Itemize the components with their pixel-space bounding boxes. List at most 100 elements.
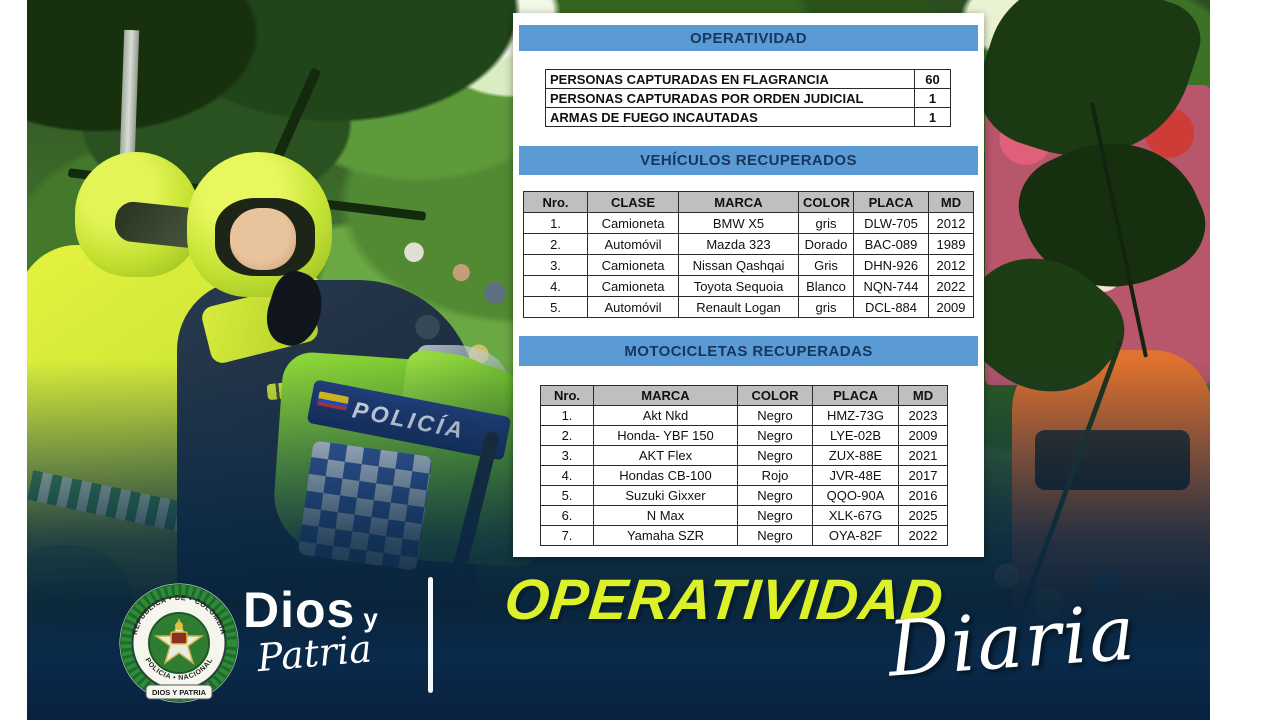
table-row: ARMAS DE FUEGO INCAUTADAS 1 (545, 107, 951, 127)
motto-block: Dios y Patria (243, 581, 378, 680)
cell: AKT Flex (593, 445, 738, 466)
motocicletas-table: Nro. MARCA COLOR PLACA MD 1. Akt Nkd Neg… (540, 385, 948, 546)
stat-value: 60 (914, 69, 951, 89)
cell: DCL-884 (853, 296, 929, 318)
column-header: COLOR (798, 191, 854, 213)
table-header-row: Nro. CLASE MARCA COLOR PLACA MD (523, 191, 974, 213)
cell: HMZ-73G (812, 405, 899, 426)
cell: Camioneta (587, 212, 679, 234)
emblem-wreath-texture (121, 585, 237, 701)
cell: Negro (737, 425, 813, 446)
officer-face (230, 208, 296, 270)
column-header: MARCA (678, 191, 799, 213)
cell: Gris (798, 254, 854, 276)
cell: LYE-02B (812, 425, 899, 446)
cell: JVR-48E (812, 465, 899, 486)
cell: Negro (737, 485, 813, 506)
cell: Suzuki Gixxer (593, 485, 738, 506)
table-row: 2. Automóvil Mazda 323 Dorado BAC-089 19… (523, 233, 974, 255)
table-row: 5. Automóvil Renault Logan gris DCL-884 … (523, 296, 974, 318)
cell: DLW-705 (853, 212, 929, 234)
cell: Toyota Sequoia (678, 275, 799, 297)
cell: 2. (523, 233, 588, 255)
cell: Renault Logan (678, 296, 799, 318)
cell: 2009 (898, 425, 948, 446)
cell: 2022 (898, 525, 948, 546)
cell: Camioneta (587, 275, 679, 297)
cell: XLK-67G (812, 505, 899, 526)
vertical-divider (428, 577, 433, 693)
cell: 6. (540, 505, 594, 526)
table-row: 2. Honda- YBF 150 Negro LYE-02B 2009 (540, 425, 948, 446)
cell: 2012 (928, 212, 974, 234)
cell: BMW X5 (678, 212, 799, 234)
cell: 1989 (928, 233, 974, 255)
section-header-vehiculos: VEHÍCULOS RECUPERADOS (519, 146, 978, 175)
table-row: 1. Akt Nkd Negro HMZ-73G 2023 (540, 405, 948, 426)
column-header: MD (898, 385, 948, 406)
table-row: 7. Yamaha SZR Negro OYA-82F 2022 (540, 525, 948, 546)
section-header-motocicletas: MOTOCICLETAS RECUPERADAS (519, 336, 978, 366)
column-header: COLOR (737, 385, 813, 406)
table-row: 3. AKT Flex Negro ZUX-88E 2021 (540, 445, 948, 466)
cell: Honda- YBF 150 (593, 425, 738, 446)
cell: DHN-926 (853, 254, 929, 276)
table-row: 1. Camioneta BMW X5 gris DLW-705 2012 (523, 212, 974, 234)
column-header: Nro. (523, 191, 588, 213)
column-header: PLACA (853, 191, 929, 213)
cell: 2022 (928, 275, 974, 297)
table-row: PERSONAS CAPTURADAS EN FLAGRANCIA 60 (545, 69, 951, 89)
column-header: Nro. (540, 385, 594, 406)
table-header-row: Nro. MARCA COLOR PLACA MD (540, 385, 948, 406)
vehiculos-table: Nro. CLASE MARCA COLOR PLACA MD 1. Camio… (523, 191, 974, 318)
cell: 4. (540, 465, 594, 486)
cell: Rojo (737, 465, 813, 486)
section-title: OPERATIVIDAD (689, 29, 808, 47)
cell: N Max (593, 505, 738, 526)
column-header: CLASE (587, 191, 679, 213)
section-header-operatividad: OPERATIVIDAD (519, 25, 978, 51)
cell: Yamaha SZR (593, 525, 738, 546)
cell: Blanco (798, 275, 854, 297)
table-row: 4. Camioneta Toyota Sequoia Blanco NQN-7… (523, 275, 974, 297)
cell: 2009 (928, 296, 974, 318)
police-emblem-logo: REPUBLICA • DE • COLOMBIA POLICIA • NACI… (119, 583, 239, 703)
table-row: 6. N Max Negro XLK-67G 2025 (540, 505, 948, 526)
cell: 2025 (898, 505, 948, 526)
column-header: MD (928, 191, 974, 213)
cell: Hondas CB-100 (593, 465, 738, 486)
stat-label: ARMAS DE FUEGO INCAUTADAS (545, 107, 915, 127)
section-title: VEHÍCULOS RECUPERADOS (640, 152, 857, 169)
cell: Dorado (798, 233, 854, 255)
stat-value: 1 (914, 88, 951, 108)
cell: Nissan Qashqai (678, 254, 799, 276)
cell: 7. (540, 525, 594, 546)
cell: 2023 (898, 405, 948, 426)
cell: 2012 (928, 254, 974, 276)
cell: 3. (540, 445, 594, 466)
cell: Negro (737, 445, 813, 466)
main-title: OPERATIVIDAD (501, 568, 947, 632)
cell: QQO-90A (812, 485, 899, 506)
column-header: MARCA (593, 385, 738, 406)
cell: Negro (737, 505, 813, 526)
script-subtitle: Diaria (885, 587, 1140, 694)
cell: 1. (523, 212, 588, 234)
motto-word-patria: Patria (255, 626, 374, 681)
cell: OYA-82F (812, 525, 899, 546)
cell: Akt Nkd (593, 405, 738, 426)
cell: Automóvil (587, 296, 679, 318)
cell: 2021 (898, 445, 948, 466)
emblem-ribbon (145, 684, 213, 700)
report-panel: OPERATIVIDAD PERSONAS CAPTURADAS EN FLAG… (513, 13, 984, 557)
operatividad-table: PERSONAS CAPTURADAS EN FLAGRANCIA 60 PER… (545, 69, 951, 127)
emblem-ribbon-text: DIOS Y PATRIA (152, 688, 207, 697)
cell: 2016 (898, 485, 948, 506)
motto-conjunction: y (363, 603, 378, 633)
cell: 1. (540, 405, 594, 426)
cell: 5. (540, 485, 594, 506)
cell: 2017 (898, 465, 948, 486)
cell: BAC-089 (853, 233, 929, 255)
table-row: 5. Suzuki Gixxer Negro QQO-90A 2016 (540, 485, 948, 506)
